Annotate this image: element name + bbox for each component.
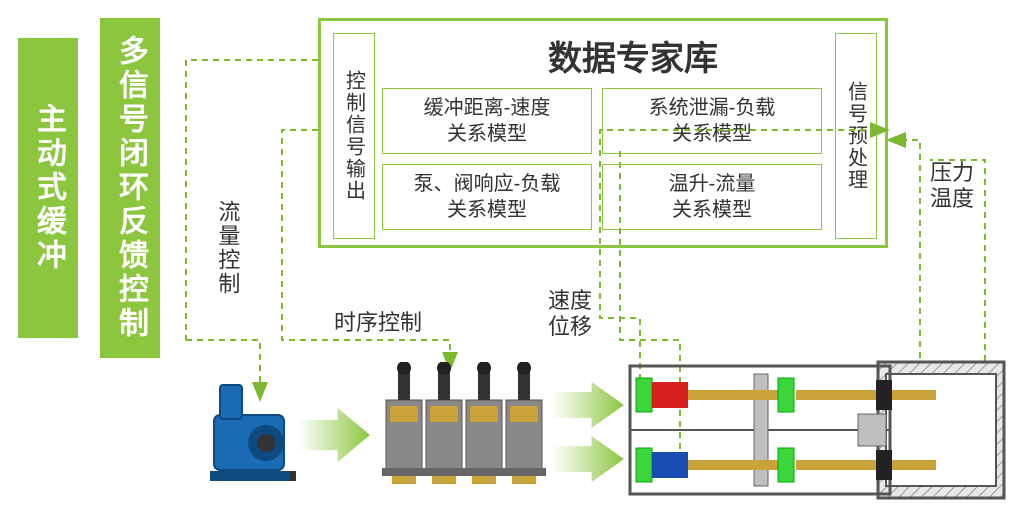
flow-arrow-0 [298, 408, 370, 462]
bar-active-buffer: 主动式缓冲 [18, 38, 78, 338]
model-cell-1: 系统泄漏-负载 关系模型 [602, 88, 822, 154]
flow-arrow-1 [552, 382, 624, 428]
flow-arrow-2 [552, 436, 624, 482]
bar-feedback-control: 多信号闭环反馈控制 [100, 18, 160, 358]
expert-database-title: 数据专家库 [483, 31, 783, 80]
model-cell-3: 温升-流量 关系模型 [602, 164, 822, 230]
valve-block-icon [378, 362, 548, 490]
hydraulic-pump-icon [208, 375, 300, 485]
right-column-signal-preprocess: 信号预处理 [835, 33, 877, 239]
label-press-temp: 压力 温度 [930, 160, 974, 213]
label-timing-control: 时序控制 [334, 310, 422, 336]
model-cell-2: 泵、阀响应-负载 关系模型 [382, 164, 592, 230]
label-speed-disp: 速度 位移 [548, 288, 592, 341]
label-flow-control: 流量控制 [214, 200, 240, 296]
left-column-control-output: 控制信号输出 [333, 33, 375, 239]
model-cell-0: 缓冲距离-速度 关系模型 [382, 88, 592, 154]
hydraulic-cylinder-icon [628, 360, 1006, 500]
